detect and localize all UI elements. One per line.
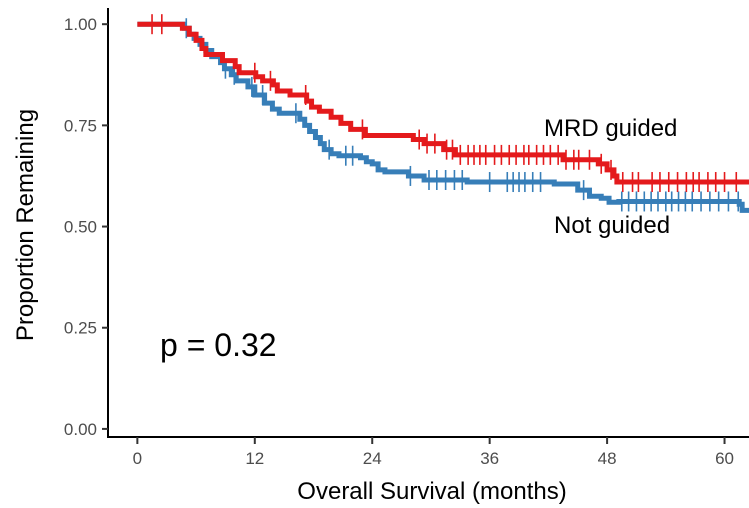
- y-tick-label: 0.25: [64, 319, 97, 338]
- y-tick-label: 0.75: [64, 116, 97, 135]
- x-tick-label: 36: [480, 449, 499, 468]
- x-tick-label: 12: [245, 449, 264, 468]
- x-tick-label: 60: [715, 449, 734, 468]
- y-axis-title: Proportion Remaining: [12, 109, 39, 341]
- y-tick-label: 1.00: [64, 15, 97, 34]
- p-value-annotation: p = 0.32: [160, 327, 277, 363]
- survival-curve-mrd-guided: [137, 21, 749, 185]
- x-tick-label: 0: [133, 449, 142, 468]
- x-tick-label: 24: [363, 449, 382, 468]
- series-label-not-guided: Not guided: [554, 212, 670, 239]
- y-axis-ticks: 0.00 0.25 0.50 0.75 1.00: [64, 15, 108, 439]
- x-axis-ticks: 0 12 24 36 48 60: [133, 437, 734, 468]
- x-axis-title: Overall Survival (months): [297, 478, 566, 505]
- plot-area: [137, 14, 749, 213]
- y-tick-label: 0.50: [64, 218, 97, 237]
- series-label-mrd-guided: MRD guided: [544, 115, 677, 142]
- x-tick-label: 48: [598, 449, 617, 468]
- y-tick-label: 0.00: [64, 420, 97, 439]
